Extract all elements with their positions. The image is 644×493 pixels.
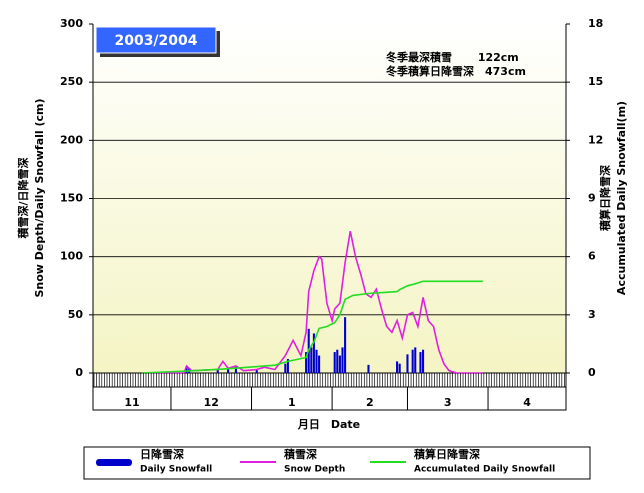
y2-tick-label: 6 — [588, 250, 596, 263]
y2-tick-label: 0 — [588, 366, 596, 379]
bar — [255, 369, 258, 373]
bar — [333, 352, 336, 373]
annotation: 冬季最深積雪 122cm — [386, 50, 519, 64]
bar — [411, 349, 414, 373]
y-tick-label: 150 — [60, 192, 83, 205]
title-box — [95, 26, 217, 54]
bar — [367, 364, 370, 373]
y-axis-title: Snow Depth/Daily Snowfall (cm) — [33, 98, 46, 297]
bar — [338, 355, 341, 373]
y2-tick-label: 3 — [588, 308, 596, 321]
y-axis-title: 積雪深/日降雪深 — [16, 157, 30, 239]
bar — [234, 366, 237, 373]
y2-axis-title: 積算日降雪深 — [598, 165, 612, 232]
legend-swatch — [96, 459, 132, 466]
bar — [336, 349, 339, 373]
legend-label-en: Daily Snowfall — [140, 465, 212, 475]
annotation: 冬季積算日降雪深 473cm — [386, 64, 526, 78]
y-tick-label: 250 — [60, 75, 83, 88]
bar — [284, 363, 287, 373]
bar — [227, 369, 230, 373]
bar — [286, 359, 289, 373]
bar — [315, 349, 318, 373]
y-tick-label: 300 — [60, 17, 83, 30]
month-label: 4 — [523, 396, 531, 409]
month-label: 2 — [366, 396, 374, 409]
legend-label-en: Snow Depth — [284, 465, 345, 475]
bar — [396, 361, 399, 373]
chart-title: 2003/2004 — [114, 33, 197, 49]
y2-tick-label: 18 — [588, 17, 603, 30]
marks — [93, 81, 566, 374]
legend-label-en: Accumulated Daily Snowfall — [414, 465, 555, 475]
bar — [310, 347, 313, 373]
bar — [185, 366, 188, 373]
legend-label: 日降雪深 — [140, 447, 184, 461]
bar — [305, 352, 308, 373]
bar — [422, 349, 425, 373]
y-tick-label: 0 — [75, 366, 83, 379]
y-tick-label: 50 — [68, 308, 84, 321]
bar — [216, 369, 219, 373]
legend-label: 積算日降雪深 — [413, 447, 480, 461]
y-tick-label: 200 — [60, 133, 83, 146]
month-label: 12 — [204, 396, 219, 409]
y2-tick-label: 15 — [588, 75, 603, 88]
bar — [398, 363, 401, 373]
bar — [419, 352, 422, 373]
bar — [318, 355, 321, 373]
month-label: 1 — [288, 396, 296, 409]
bar — [414, 347, 417, 373]
y2-tick-label: 12 — [588, 133, 603, 146]
bar — [344, 317, 347, 373]
y-tick-label: 100 — [60, 250, 83, 263]
line — [142, 230, 483, 374]
month-label: 11 — [124, 396, 139, 409]
line — [142, 280, 483, 374]
bar — [312, 333, 315, 373]
legend-label: 積雪深 — [283, 447, 317, 461]
month-label: 3 — [444, 396, 452, 409]
y2-tick-label: 9 — [588, 192, 596, 205]
y2-axis-title: Accumulated Daily Snowfall(m) — [615, 101, 628, 295]
bar — [341, 347, 344, 373]
bar — [406, 354, 409, 373]
x-axis-title: 月日 Date — [297, 418, 360, 431]
legend — [83, 446, 591, 480]
